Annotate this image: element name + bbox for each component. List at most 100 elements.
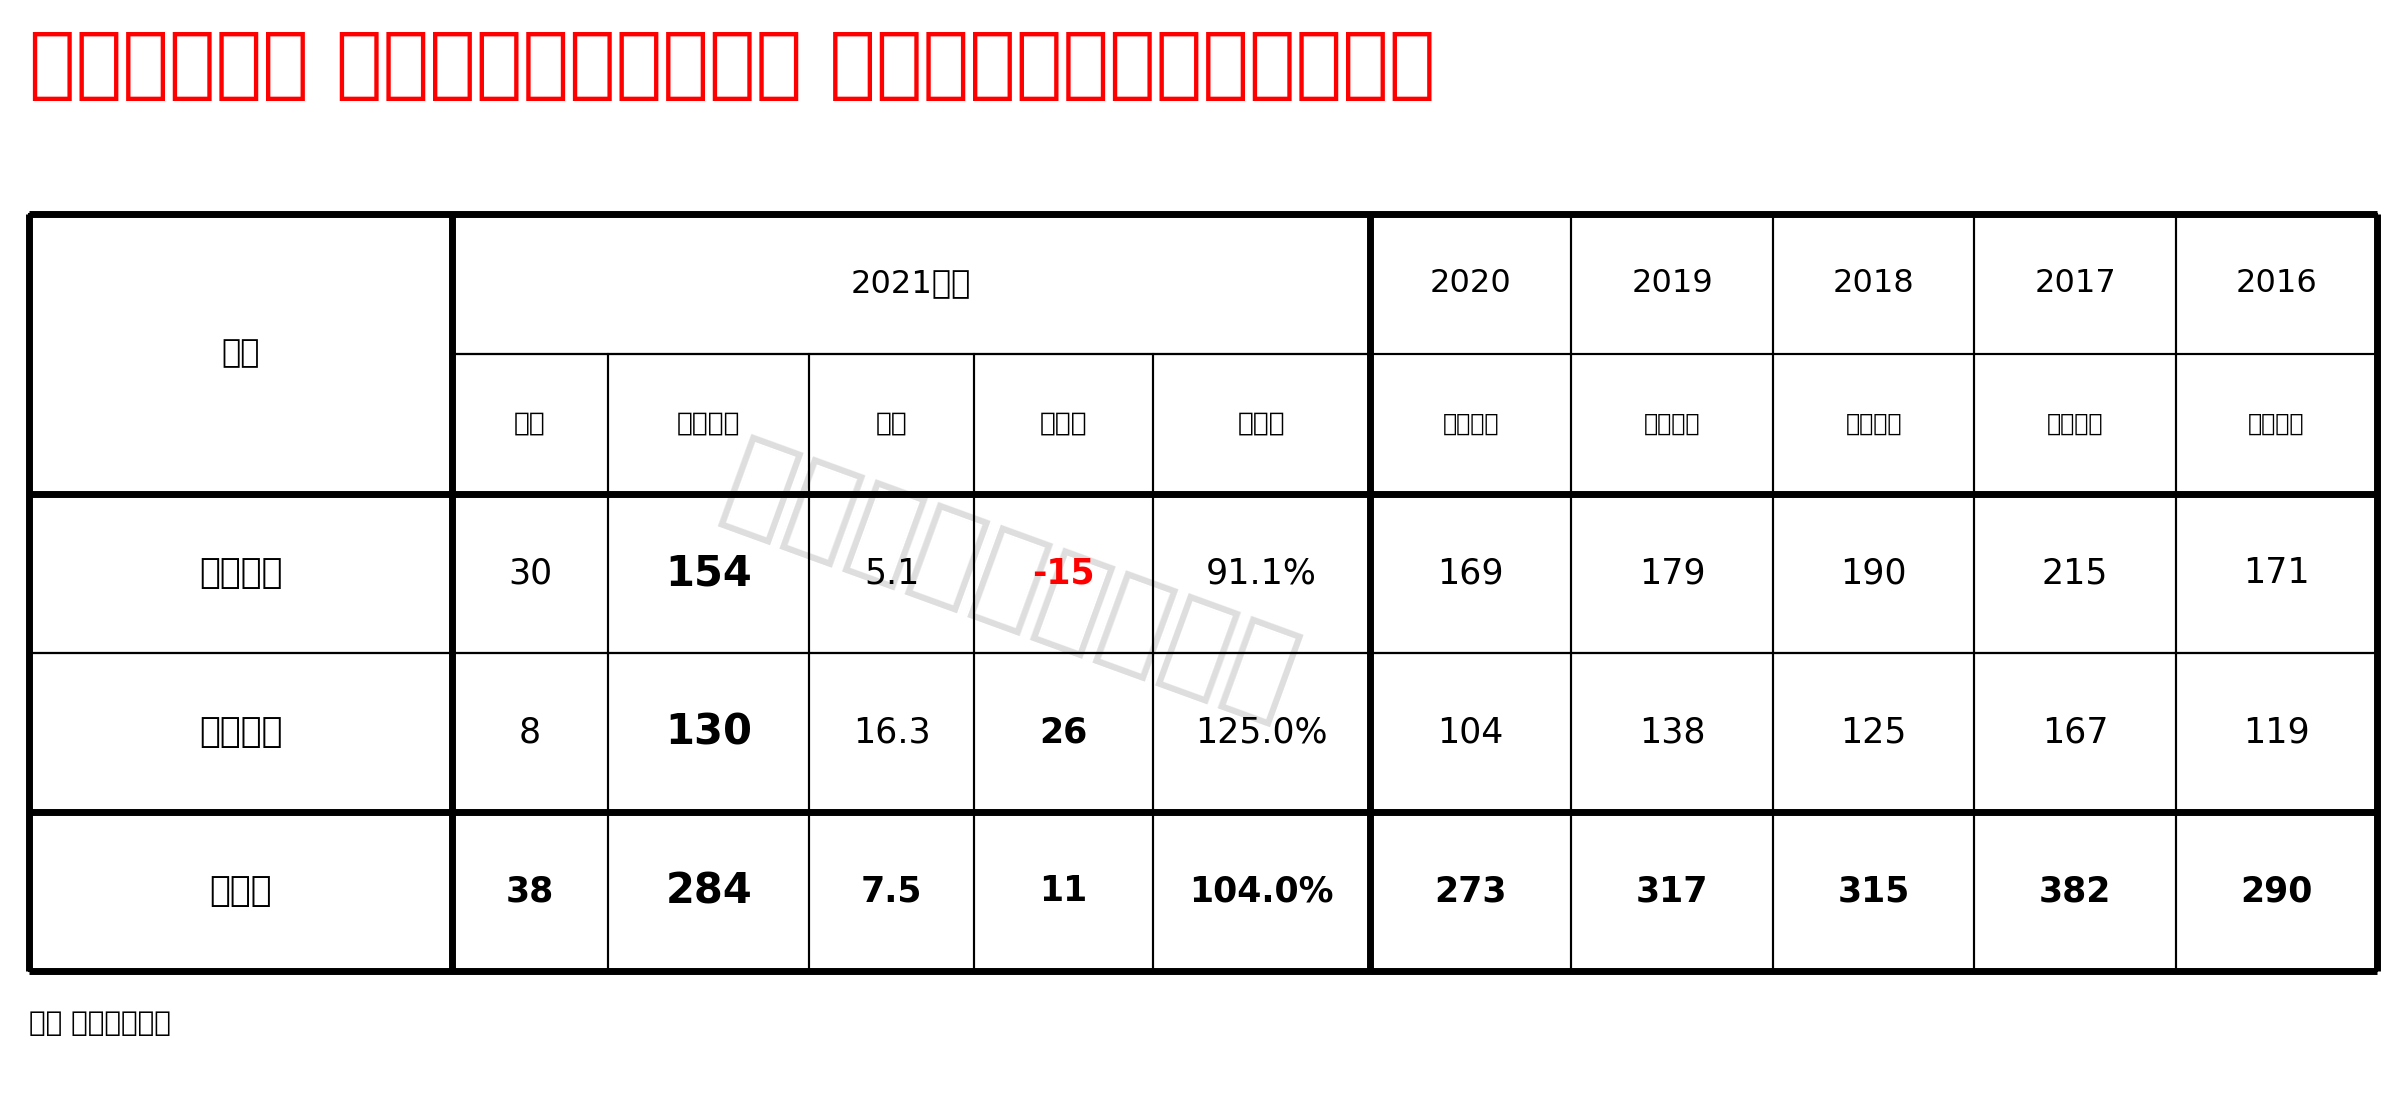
Bar bbox=[974, 653, 1152, 812]
Bar bbox=[609, 494, 808, 653]
Bar bbox=[1975, 494, 2175, 653]
Text: 増減率: 増減率 bbox=[1237, 411, 1285, 437]
Bar bbox=[609, 812, 808, 971]
Text: 志願者数: 志願者数 bbox=[2048, 412, 2103, 436]
Bar bbox=[808, 653, 974, 812]
Bar bbox=[1152, 354, 1369, 494]
Text: 215: 215 bbox=[2043, 556, 2108, 590]
Bar bbox=[1152, 812, 1369, 971]
Text: 315: 315 bbox=[1838, 874, 1910, 908]
Bar bbox=[452, 494, 609, 653]
Bar bbox=[1773, 812, 1975, 971]
Text: 154: 154 bbox=[664, 553, 753, 595]
Text: 2021年度: 2021年度 bbox=[852, 269, 972, 299]
Bar bbox=[1773, 214, 1975, 354]
Text: 273: 273 bbox=[1434, 874, 1506, 908]
Bar bbox=[1152, 354, 1369, 494]
Text: 5.1: 5.1 bbox=[864, 556, 919, 590]
Bar bbox=[1152, 812, 1369, 971]
Text: 104.0%: 104.0% bbox=[1189, 874, 1333, 908]
Bar bbox=[1975, 812, 2175, 971]
Text: 定員: 定員 bbox=[515, 411, 546, 437]
Text: 8: 8 bbox=[520, 715, 541, 749]
Text: 130: 130 bbox=[664, 712, 753, 754]
Bar bbox=[974, 354, 1152, 494]
Bar bbox=[1369, 812, 1571, 971]
Text: 日本芸術大受験大学: 日本芸術大受験大学 bbox=[710, 429, 1311, 734]
Text: 区分: 区分 bbox=[221, 339, 260, 370]
Bar bbox=[1975, 354, 2175, 494]
Text: 7.5: 7.5 bbox=[861, 874, 921, 908]
Bar bbox=[974, 812, 1152, 971]
Text: 179: 179 bbox=[1638, 556, 1706, 590]
Bar bbox=[1773, 812, 1975, 971]
Bar bbox=[609, 494, 808, 653]
Bar bbox=[609, 653, 808, 812]
Bar bbox=[1975, 354, 2175, 494]
Text: 125: 125 bbox=[1841, 715, 1908, 749]
Bar bbox=[2175, 214, 2377, 354]
Bar bbox=[2175, 354, 2377, 494]
Text: 志願者数: 志願者数 bbox=[1444, 412, 1499, 436]
Text: 東京都立大学 システムデザイン学部 インダストリアルアート学科: 東京都立大学 システムデザイン学部 インダストリアルアート学科 bbox=[29, 27, 1436, 103]
Text: 2016: 2016 bbox=[2235, 269, 2317, 299]
Bar bbox=[1773, 494, 1975, 653]
Text: 16.3: 16.3 bbox=[852, 715, 931, 749]
Bar bbox=[452, 354, 609, 494]
Text: ＊旧 首都大学東京: ＊旧 首都大学東京 bbox=[29, 1009, 171, 1038]
Text: 志願者数: 志願者数 bbox=[1643, 412, 1701, 436]
Bar bbox=[808, 354, 974, 494]
Bar bbox=[452, 653, 609, 812]
Bar bbox=[1571, 653, 1773, 812]
Bar bbox=[452, 812, 609, 971]
Bar bbox=[808, 494, 974, 653]
Bar bbox=[1571, 214, 1773, 354]
Text: 284: 284 bbox=[664, 870, 753, 913]
Text: 志願者数: 志願者数 bbox=[2247, 412, 2305, 436]
Bar bbox=[452, 494, 609, 653]
Bar bbox=[1369, 214, 1571, 354]
Bar bbox=[2175, 653, 2377, 812]
Bar bbox=[808, 494, 974, 653]
Bar bbox=[1773, 494, 1975, 653]
Bar bbox=[609, 653, 808, 812]
Text: 169: 169 bbox=[1436, 556, 1504, 590]
Text: 前期日程: 前期日程 bbox=[200, 556, 282, 590]
Text: 2018: 2018 bbox=[1833, 269, 1915, 299]
Bar bbox=[2175, 494, 2377, 653]
Bar bbox=[609, 812, 808, 971]
Text: 2020: 2020 bbox=[1429, 269, 1511, 299]
Bar bbox=[2175, 653, 2377, 812]
Bar bbox=[1975, 653, 2175, 812]
Bar bbox=[2175, 812, 2377, 971]
Text: 138: 138 bbox=[1638, 715, 1706, 749]
Bar bbox=[1152, 653, 1369, 812]
Text: 30: 30 bbox=[508, 556, 551, 590]
Bar bbox=[452, 354, 609, 494]
Text: 志願者数: 志願者数 bbox=[1845, 412, 1901, 436]
Bar bbox=[1369, 653, 1571, 812]
Bar bbox=[609, 354, 808, 494]
Text: 日本芸術大受験大学: 日本芸術大受験大学 bbox=[710, 429, 1311, 734]
Bar bbox=[1975, 214, 2175, 354]
Bar bbox=[808, 354, 974, 494]
Bar bbox=[974, 494, 1152, 653]
Bar bbox=[1773, 354, 1975, 494]
Text: 317: 317 bbox=[1636, 874, 1708, 908]
Bar bbox=[1975, 494, 2175, 653]
Bar bbox=[1369, 494, 1571, 653]
Bar bbox=[1571, 354, 1773, 494]
Bar bbox=[1152, 653, 1369, 812]
Bar bbox=[2175, 494, 2377, 653]
Bar bbox=[2175, 812, 2377, 971]
Bar bbox=[1571, 653, 1773, 812]
Text: 後期日程: 後期日程 bbox=[200, 715, 282, 749]
Bar bbox=[1571, 214, 1773, 354]
Bar bbox=[974, 494, 1152, 653]
Text: 91.1%: 91.1% bbox=[1205, 556, 1316, 590]
Text: 11: 11 bbox=[1039, 874, 1088, 908]
Text: 104: 104 bbox=[1439, 715, 1504, 749]
Bar bbox=[1773, 354, 1975, 494]
Bar bbox=[609, 354, 808, 494]
Bar bbox=[1369, 354, 1571, 494]
